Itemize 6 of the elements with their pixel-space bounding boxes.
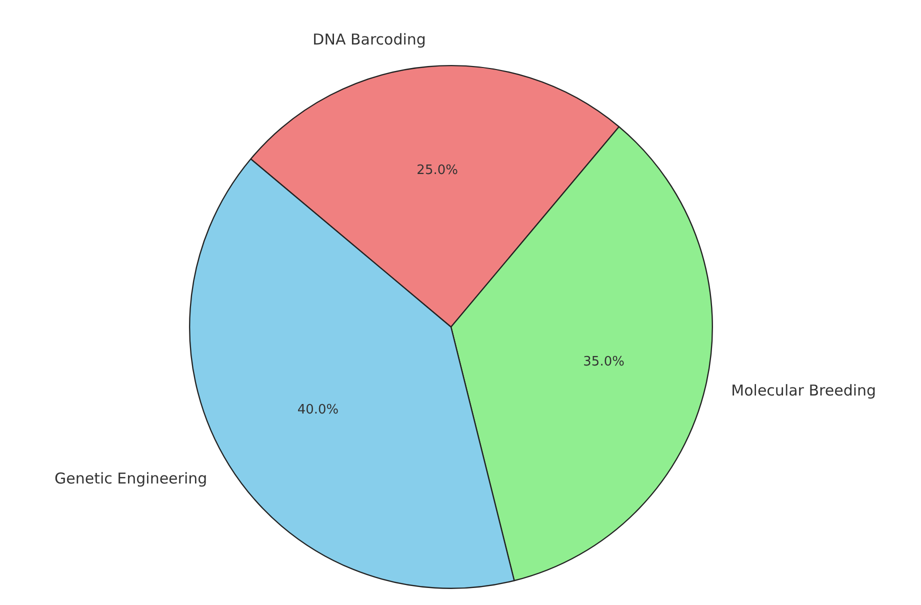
slice-label: Genetic Engineering xyxy=(54,469,208,488)
data-label: 25.0% xyxy=(416,163,458,178)
slice-label: Molecular Breeding xyxy=(731,382,876,400)
data-label: 35.0% xyxy=(583,354,624,370)
data-label: 40.0% xyxy=(297,402,339,418)
slice-label: DNA Barcoding xyxy=(312,30,426,48)
